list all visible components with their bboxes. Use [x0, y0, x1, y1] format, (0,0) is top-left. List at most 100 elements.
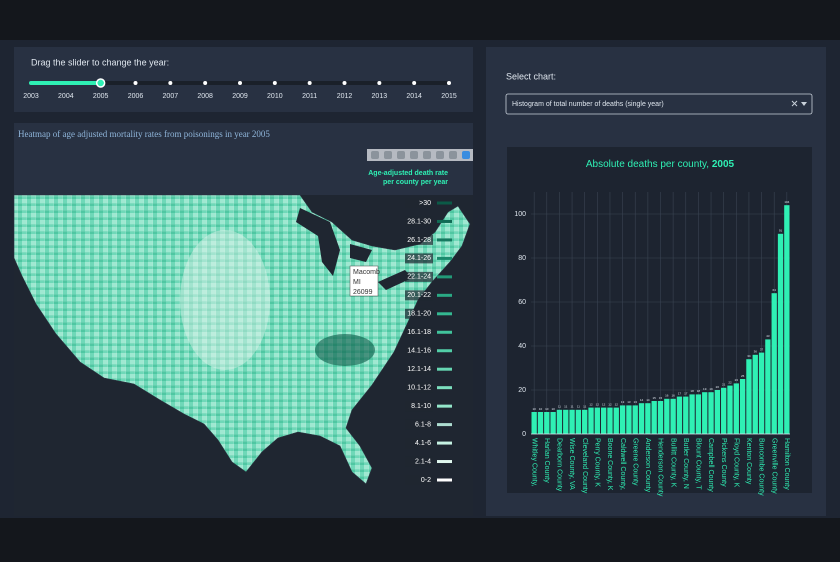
x-tick-label: Bullitt County, K	[669, 438, 676, 488]
x-tick-label: Caldwell County,	[619, 438, 626, 490]
legend-label: 20.1-22	[407, 292, 431, 299]
legend-label-bg	[405, 198, 433, 208]
slider-year: 2010	[267, 93, 283, 100]
bar	[784, 205, 790, 434]
y-tick-label: 100	[514, 211, 526, 218]
bar-value-label: 43	[766, 334, 770, 338]
bar-value-label: 13	[621, 400, 625, 404]
bar-value-label: 18	[690, 389, 694, 393]
legend-label-bg	[405, 234, 433, 245]
x-tick-label: Cleveland County	[581, 438, 588, 494]
chart-title-year: 2005	[712, 159, 735, 170]
slider-dot[interactable]	[203, 81, 208, 85]
toolbar-icon[interactable]	[449, 151, 457, 159]
slider-dot[interactable]	[133, 81, 138, 85]
x-tick-label: Kenton County	[745, 438, 752, 485]
bar-value-label: 91	[779, 229, 783, 233]
toolbar-icon[interactable]	[410, 151, 418, 159]
slider-dot[interactable]	[377, 81, 382, 85]
slider-year: 2007	[163, 93, 179, 100]
bar	[613, 407, 619, 434]
x-tick-label: Whitley County,	[530, 438, 537, 487]
slider-dot[interactable]	[95, 78, 106, 88]
bar	[531, 412, 537, 434]
slider-dot[interactable]	[447, 81, 451, 85]
slider-year: 2015	[441, 93, 457, 100]
bar	[771, 293, 777, 434]
toolbar-icon[interactable]	[384, 151, 392, 159]
map-title: Heatmap of age adjusted mortality rates …	[18, 129, 270, 139]
legend-label: 16.1-18	[407, 329, 431, 336]
bar-value-label: 18	[697, 389, 701, 393]
bar	[619, 405, 626, 434]
map-toolbar	[367, 149, 473, 161]
bar	[777, 233, 784, 434]
slider-dot[interactable]	[168, 81, 173, 85]
bar-value-label: 34	[747, 354, 751, 358]
slider-dot[interactable]	[238, 81, 242, 85]
bar	[702, 392, 708, 434]
tooltip-line: Macomb	[353, 269, 380, 276]
slider-dot[interactable]	[272, 81, 277, 85]
toolbar-icon[interactable]	[436, 151, 444, 159]
toolbar-icon[interactable]	[371, 151, 379, 159]
bar-value-label: 12	[602, 402, 606, 406]
bar	[645, 403, 651, 434]
dropdown[interactable]	[505, 93, 813, 115]
toolbar-icon[interactable]	[423, 151, 431, 159]
dropdown-caret[interactable]	[801, 102, 807, 106]
bar	[727, 385, 733, 434]
dropdown-clear[interactable]	[791, 100, 798, 107]
slider-dot[interactable]	[342, 81, 347, 85]
x-tick-label: Perry County, K	[593, 438, 600, 487]
slider-dot[interactable]	[29, 81, 33, 85]
legend-label-bg	[405, 475, 433, 485]
bar	[714, 390, 721, 434]
bar	[670, 398, 676, 434]
legend-label: 14.1-16	[407, 348, 431, 355]
legend-label: 8.1-10	[411, 403, 431, 410]
bar-value-label: 12	[589, 402, 593, 406]
bar-value-label: 14	[646, 398, 650, 402]
bar	[708, 392, 714, 434]
x-tick-label: Anderson County	[644, 438, 651, 493]
bar-value-label: 23	[735, 378, 739, 382]
slider-panel	[14, 47, 473, 112]
content: Drag the slider to change the year: 2003 2…	[13, 57, 813, 516]
legend-label-bg	[405, 271, 433, 282]
x-tick-label: Hamilton County	[783, 438, 790, 490]
chart-plot-bg	[507, 147, 812, 493]
bar-value-label: 11	[558, 405, 561, 409]
slider-year: 2008	[197, 93, 213, 100]
legend-label-bg	[405, 216, 433, 227]
bar	[676, 396, 683, 434]
slider-dot[interactable]	[412, 81, 417, 85]
bar-value-label: 37	[760, 347, 764, 351]
slider-year: 2003	[23, 93, 39, 100]
bar	[588, 407, 594, 434]
slider-year: 2005	[93, 93, 109, 100]
bar-value-label: 12	[615, 402, 619, 406]
toolbar-icon[interactable]	[462, 151, 470, 159]
bar	[569, 409, 575, 434]
slider-dot[interactable]	[307, 81, 312, 85]
legend-label-bg	[405, 456, 433, 467]
slider-year: 2014	[406, 93, 422, 100]
bar-value-label: 13	[627, 400, 631, 404]
x-tick-label: Wise County, VA	[568, 438, 575, 490]
toolbar-icon[interactable]	[397, 151, 405, 159]
legend-label-bg	[405, 419, 433, 430]
chart-title: Absolute deaths per county, 2005	[586, 159, 735, 170]
bar	[695, 394, 702, 434]
legend-label: 24.1-26	[407, 255, 431, 262]
bar-value-label: 11	[577, 405, 580, 409]
chart-title-text: Absolute deaths per county,	[586, 159, 712, 170]
legend-label: 6.1-8	[415, 421, 431, 428]
bar	[607, 407, 613, 434]
bar-value-label: 10	[539, 407, 543, 411]
x-tick-label: Greenville County	[770, 438, 777, 494]
slider-year: 2009	[232, 93, 248, 100]
legend-label: 12.1-14	[407, 366, 431, 373]
slider-dot[interactable]	[63, 81, 68, 85]
legend-label: 18.1-20	[407, 311, 431, 318]
